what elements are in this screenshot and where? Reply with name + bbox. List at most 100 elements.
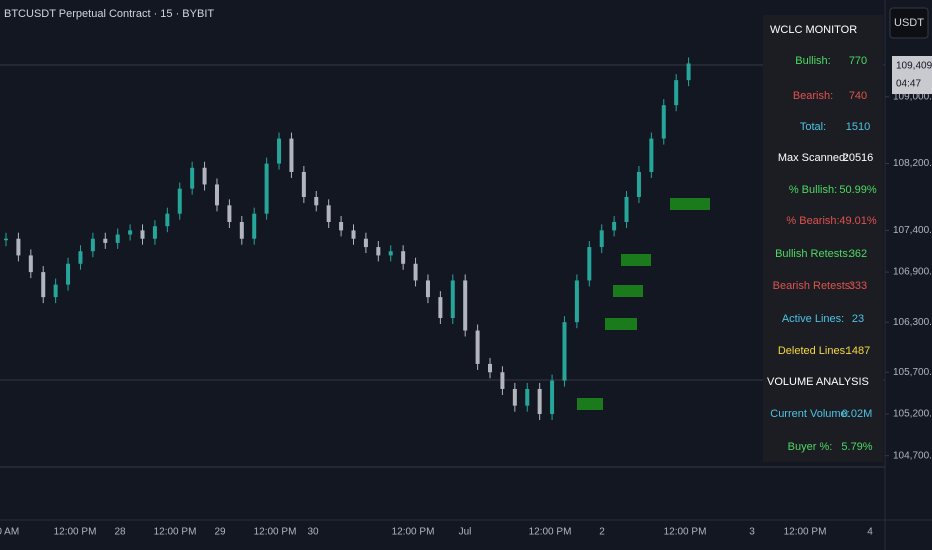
x-tick-label: 2 [599, 527, 605, 538]
volume-title: VOLUME ANALYSIS [767, 376, 869, 388]
candle [624, 196, 629, 223]
order-block [621, 254, 651, 266]
candle [16, 238, 21, 256]
candle [314, 196, 319, 206]
candle [90, 238, 95, 252]
monitor-label: Total: [800, 121, 826, 133]
price-badge [892, 56, 932, 94]
order-block [577, 398, 603, 410]
candle [674, 80, 679, 106]
monitor-value: 362 [849, 248, 867, 260]
candle [301, 171, 306, 197]
candle [612, 222, 617, 231]
monitor-title: WCLC MONITOR [770, 24, 857, 36]
candle [661, 105, 666, 139]
candle [525, 388, 530, 406]
x-tick-label: 29 [214, 527, 226, 538]
x-tick-label: 00 AM [0, 527, 19, 538]
y-tick-label: 108,200.0 [893, 158, 932, 169]
candle [277, 138, 282, 164]
candle [177, 188, 182, 214]
candle [574, 280, 579, 323]
currency-label[interactable]: USDT [894, 17, 924, 29]
y-tick-label: 104,700.0 [893, 450, 932, 461]
candle [128, 230, 133, 235]
monitor-label: Bearish: [793, 90, 833, 102]
volume-value: 0.02M [842, 408, 873, 420]
candle [475, 330, 480, 364]
candle [599, 230, 604, 248]
monitor-value: 20516 [843, 152, 874, 164]
candle [115, 234, 120, 243]
candle [53, 284, 58, 298]
x-tick-label: 28 [114, 527, 126, 538]
y-tick-label: 106,900.0 [893, 267, 932, 278]
monitor-label: Active Lines: [782, 313, 844, 325]
candle [264, 163, 269, 214]
candle [66, 263, 71, 285]
x-tick-label: 12:00 PM [664, 527, 707, 538]
monitor-label: Max Scanned: [778, 152, 848, 164]
volume-label: Current Volume: [770, 408, 849, 420]
x-tick-label: 30 [307, 527, 319, 538]
candle [636, 171, 641, 197]
candle [413, 263, 418, 281]
y-tick-label: 107,400.0 [893, 225, 932, 236]
order-block [613, 285, 643, 297]
badge-price: 109,409.1 [896, 61, 932, 72]
candle [252, 213, 257, 239]
volume-value: 5.79% [841, 441, 872, 453]
candle [202, 167, 207, 185]
monitor-label: Deleted Lines: [778, 345, 848, 357]
candle [686, 63, 691, 81]
currency-button[interactable] [889, 7, 929, 39]
candle [4, 238, 8, 241]
candle [388, 251, 393, 256]
candle [438, 297, 443, 319]
candle [649, 138, 654, 172]
monitor-label: Bullish Retests: [775, 248, 851, 260]
y-tick-label: 106,300.0 [893, 317, 932, 328]
monitor-value: 333 [849, 280, 867, 292]
candle [339, 222, 344, 231]
candle [562, 322, 567, 381]
symbol-title: BTCUSDT Perpetual Contract · 15 · BYBIT [4, 8, 214, 20]
candle [537, 388, 542, 414]
x-tick-label: 12:00 PM [784, 527, 827, 538]
candle [512, 388, 517, 406]
candle [363, 238, 368, 248]
candle [289, 138, 294, 172]
candle [28, 255, 33, 273]
x-tick-label: 12:00 PM [154, 527, 197, 538]
candle [500, 372, 505, 389]
y-tick-label: 109,000.0 [893, 91, 932, 102]
monitor-value: 23 [852, 313, 864, 325]
monitor-value: 1510 [846, 121, 870, 133]
monitor-value: 1487 [846, 345, 870, 357]
candle [488, 363, 493, 373]
candle [103, 238, 108, 243]
candle [140, 230, 145, 239]
monitor-value: 770 [849, 55, 867, 67]
badge-countdown: 04:47 [896, 79, 921, 90]
candle [326, 205, 331, 223]
candle [463, 280, 468, 331]
candle [376, 247, 381, 256]
candle [239, 222, 244, 239]
monitor-label: Bearish Retests: [773, 280, 854, 292]
monitor-panel [763, 15, 883, 462]
candle [190, 167, 195, 189]
candle [587, 247, 592, 281]
x-tick-label: 4 [867, 527, 873, 538]
monitor-label: % Bullish: [789, 184, 837, 196]
x-tick-label: 12:00 PM [54, 527, 97, 538]
monitor-value: 50.99% [839, 184, 877, 196]
candle [152, 226, 157, 239]
candle [550, 380, 555, 414]
monitor-label: % Bearish: [786, 215, 839, 227]
candle [227, 205, 232, 223]
x-tick-label: 12:00 PM [392, 527, 435, 538]
y-tick-label: 105,200.0 [893, 409, 932, 420]
